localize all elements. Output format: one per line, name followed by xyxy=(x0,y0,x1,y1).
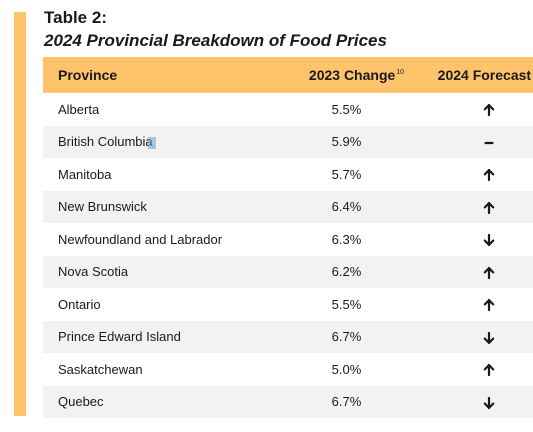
forecast-cell xyxy=(423,158,533,191)
change-cell: 6.3% xyxy=(270,223,423,256)
table-header-row: Province 2023 Change10 2024 Forecast11 xyxy=(43,57,533,93)
change-cell: 6.2% xyxy=(270,255,423,288)
text-selection-cursor xyxy=(147,136,156,149)
table-row: Prince Edward Island 6.7% xyxy=(43,320,533,353)
province-cell: Manitoba xyxy=(43,158,270,191)
province-cell: Newfoundland and Labrador xyxy=(43,223,270,256)
arrow-up-icon xyxy=(482,363,496,377)
province-cell: Quebec xyxy=(43,385,270,418)
change-value: 5.5% xyxy=(331,296,362,312)
food-prices-table: Province 2023 Change10 2024 Forecast11 A… xyxy=(43,57,533,418)
forecast-cell xyxy=(423,125,533,158)
forecast-cell xyxy=(423,93,533,126)
province-cell: British Columbia xyxy=(43,125,270,158)
province-cell: New Brunswick xyxy=(43,190,270,223)
header-change: 2023 Change10 xyxy=(270,57,423,93)
province-name: New Brunswick xyxy=(58,199,147,215)
change-cell: 5.5% xyxy=(270,288,423,321)
change-cell: 5.5% xyxy=(270,93,423,126)
change-cell: 5.9% xyxy=(270,125,423,158)
province-name: Newfoundland and Labrador xyxy=(58,231,223,247)
province-name: Ontario xyxy=(58,296,101,312)
change-cell: 5.7% xyxy=(270,158,423,191)
change-value: 6.7% xyxy=(331,329,362,345)
change-value: 6.4% xyxy=(331,199,362,215)
change-cell: 6.7% xyxy=(270,385,423,418)
change-cell: 6.4% xyxy=(270,190,423,223)
table-row: Quebec 6.7% xyxy=(43,385,533,418)
forecast-cell xyxy=(423,385,533,418)
change-value: 6.3% xyxy=(331,231,362,247)
table-row: Nova Scotia 6.2% xyxy=(43,255,533,288)
arrow-up-icon xyxy=(482,266,496,280)
table-row: Saskatchewan 5.0% xyxy=(43,353,533,386)
change-value: 5.7% xyxy=(331,166,362,182)
arrow-down-icon xyxy=(482,331,496,345)
province-name: Alberta xyxy=(58,101,100,117)
forecast-cell xyxy=(423,288,533,321)
arrow-up-icon xyxy=(482,103,496,117)
table-row: British Columbia 5.9% xyxy=(43,125,533,158)
table-row: Alberta 5.5% xyxy=(43,93,533,126)
province-cell: Alberta xyxy=(43,93,270,126)
arrow-down-icon xyxy=(482,396,496,410)
header-province-label: Province xyxy=(58,67,118,83)
header-forecast: 2024 Forecast11 xyxy=(423,57,533,93)
province-name: Saskatchewan xyxy=(58,361,143,377)
province-name: British Columbia xyxy=(58,134,153,150)
province-cell: Saskatchewan xyxy=(43,353,270,386)
accent-bar xyxy=(14,12,26,416)
province-name: Nova Scotia xyxy=(58,264,129,280)
arrow-down-icon xyxy=(482,233,496,247)
dash-icon xyxy=(482,136,496,150)
header-change-footnote: 10 xyxy=(396,69,405,77)
province-name: Manitoba xyxy=(58,166,112,182)
table-title: 2024 Provincial Breakdown of Food Prices xyxy=(44,31,387,50)
change-value: 6.2% xyxy=(331,264,362,280)
province-cell: Nova Scotia xyxy=(43,255,270,288)
forecast-cell xyxy=(423,320,533,353)
forecast-cell xyxy=(423,353,533,386)
table-row: Manitoba 5.7% xyxy=(43,158,533,191)
change-value: 5.9% xyxy=(331,134,362,150)
forecast-cell xyxy=(423,255,533,288)
header-province: Province xyxy=(43,57,270,93)
change-cell: 5.0% xyxy=(270,353,423,386)
change-value: 6.7% xyxy=(331,394,362,410)
table-row: Ontario 5.5% xyxy=(43,288,533,321)
arrow-up-icon xyxy=(482,298,496,312)
change-value: 5.5% xyxy=(331,101,362,117)
arrow-up-icon xyxy=(482,168,496,182)
arrow-up-icon xyxy=(482,201,496,215)
table-row: Newfoundland and Labrador 6.3% xyxy=(43,223,533,256)
province-name: Prince Edward Island xyxy=(58,329,181,345)
forecast-cell xyxy=(423,223,533,256)
header-change-label: 2023 Change xyxy=(308,67,396,83)
province-cell: Ontario xyxy=(43,288,270,321)
table-row: New Brunswick 6.4% xyxy=(43,190,533,223)
header-forecast-label: 2024 Forecast xyxy=(437,67,532,83)
province-name: Quebec xyxy=(58,394,104,410)
forecast-cell xyxy=(423,190,533,223)
change-cell: 6.7% xyxy=(270,320,423,353)
province-cell: Prince Edward Island xyxy=(43,320,270,353)
change-value: 5.0% xyxy=(331,361,362,377)
table-label: Table 2: xyxy=(44,8,107,27)
table-body: Alberta 5.5% British Columbia 5.9% Manitoba 5… xyxy=(43,93,533,418)
